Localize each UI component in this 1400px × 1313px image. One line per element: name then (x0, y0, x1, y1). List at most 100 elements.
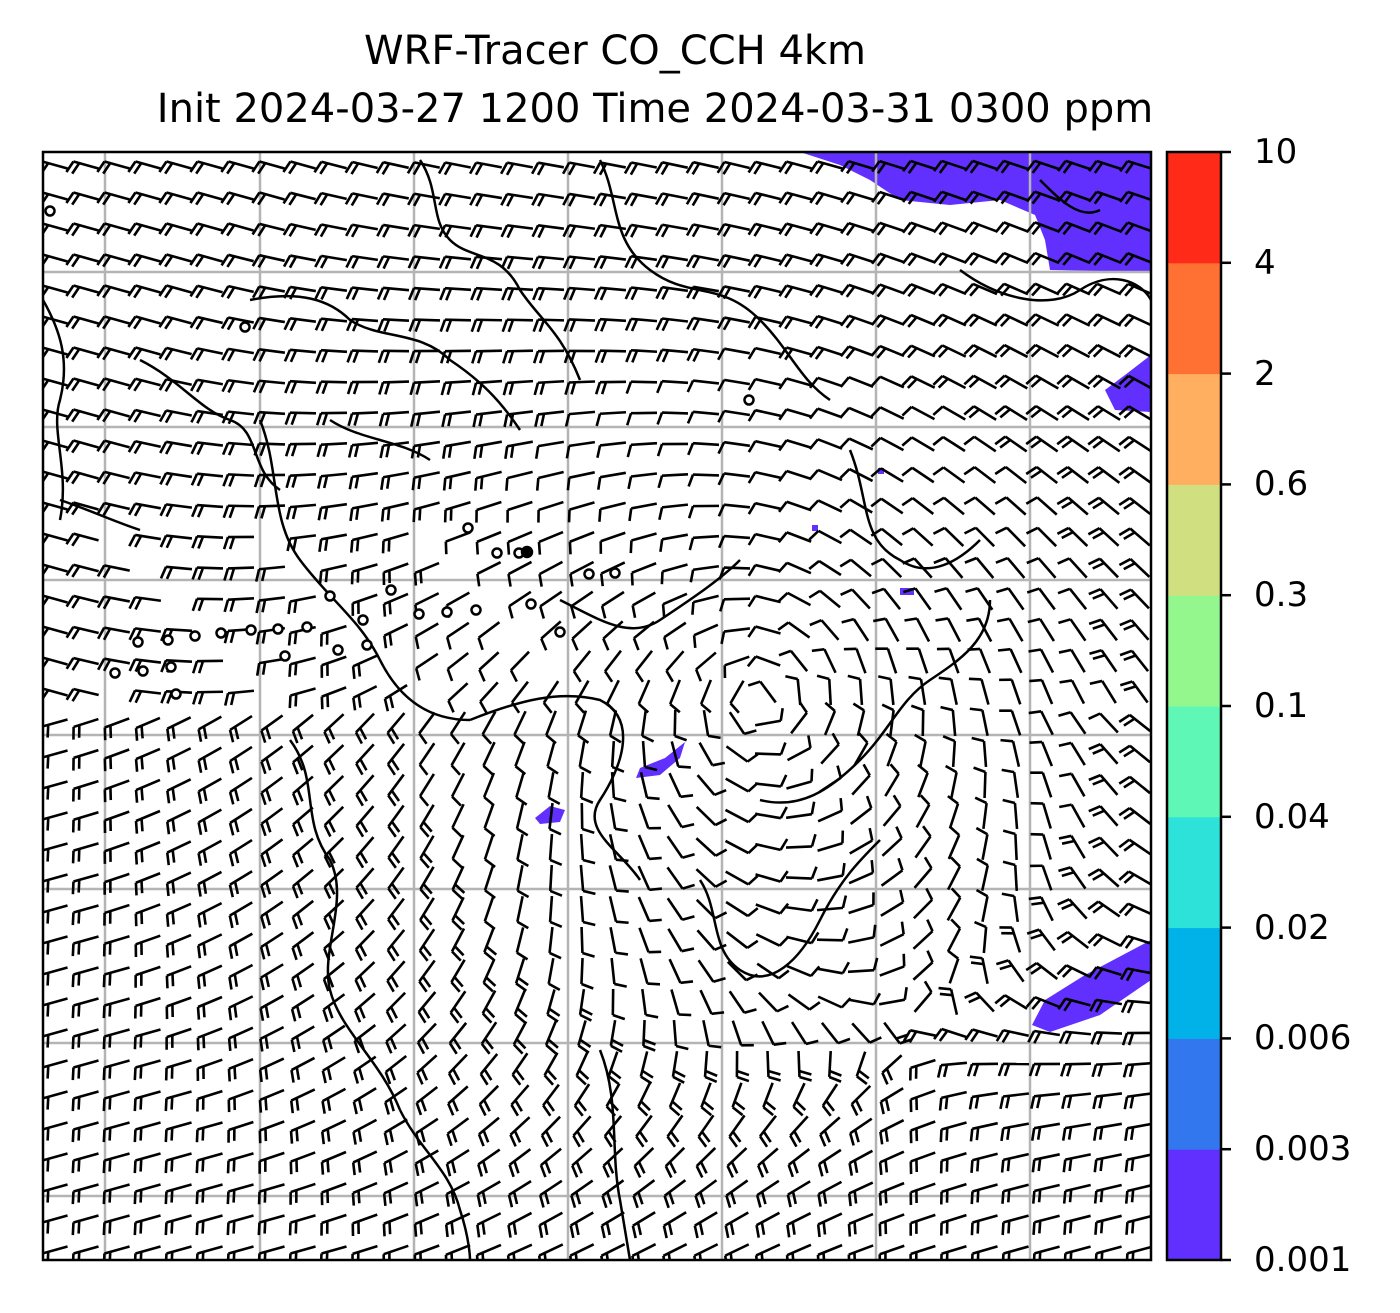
wind-barb (1056, 404, 1090, 422)
wind-barb (197, 777, 222, 805)
wind-barb (610, 771, 627, 803)
wind-barb (383, 1149, 409, 1176)
wind-barb (778, 408, 812, 421)
wind-barb (963, 344, 998, 358)
wind-barb (963, 282, 998, 297)
calm-marker (583, 568, 595, 580)
wind-barb (134, 934, 161, 958)
wind-barb (820, 1021, 851, 1045)
colorbar-segment (1167, 262, 1221, 375)
wind-barb (691, 594, 719, 615)
wind-barb (697, 959, 726, 983)
wind-barb (634, 649, 654, 683)
wind-barb (321, 1024, 346, 1053)
wind-barb (717, 347, 751, 361)
wind-barb (252, 316, 286, 331)
wind-barb (901, 466, 935, 484)
wind-barb (995, 556, 1026, 579)
wind-barb (871, 221, 905, 236)
wind-barb (351, 1213, 378, 1237)
wind-barb (43, 1028, 68, 1050)
wind-barb (353, 1024, 377, 1054)
colorbar-tick-label: 0.02 (1254, 907, 1330, 948)
wind-barb (880, 857, 904, 887)
wind-barb (994, 221, 1029, 236)
wind-barb (1118, 713, 1151, 733)
wind-barb (387, 835, 405, 869)
wind-barb (572, 650, 592, 683)
wind-barb (384, 1054, 408, 1085)
wind-barb (808, 438, 843, 450)
wind-barb (1025, 374, 1059, 390)
wind-barb (470, 286, 503, 301)
wind-barb (376, 255, 410, 270)
wind-barb (1118, 807, 1151, 825)
wind-barb (127, 346, 161, 361)
wind-barb (902, 587, 932, 611)
wind-barb (251, 253, 285, 269)
wind-barb (638, 927, 662, 954)
wind-barb (159, 565, 193, 580)
wind-barb (416, 1022, 437, 1055)
wind-barb (847, 1181, 874, 1207)
plume-speck-2 (878, 468, 884, 474)
wind-barb (1028, 710, 1054, 736)
wind-barb (385, 991, 407, 1024)
wind-barb (450, 959, 466, 993)
wind-barb (285, 473, 317, 489)
wind-barb (716, 254, 750, 269)
wind-barb (65, 625, 99, 640)
wind-barb (1025, 961, 1059, 980)
wind-barb (747, 346, 781, 360)
chart-title-line-2: Init 2024-03-27 1200 Time 2024-03-31 030… (156, 86, 1154, 132)
wind-barb (777, 531, 812, 543)
wind-barb (778, 438, 812, 452)
wind-barb (809, 376, 843, 389)
wind-barb (609, 802, 628, 833)
plume-northeast (800, 152, 1151, 272)
wind-barb (43, 1059, 68, 1081)
wind-barb (974, 920, 988, 954)
wind-barb (291, 713, 314, 744)
plume-speck-3 (812, 525, 818, 531)
wind-barb (259, 931, 284, 960)
wind-barb (376, 286, 410, 301)
wind-barb (1088, 587, 1119, 610)
wind-barb (191, 597, 224, 612)
wind-barb (849, 795, 873, 825)
wind-barb (128, 595, 162, 610)
wind-barb (409, 410, 441, 427)
wind-barb (933, 556, 964, 579)
wind-barb (1056, 313, 1091, 327)
wind-barb (164, 1183, 192, 1205)
wind-barb (134, 747, 161, 772)
wind-barb (915, 794, 931, 829)
wind-barb (566, 471, 595, 491)
wind-barb (386, 929, 406, 962)
wind-barb (726, 960, 759, 982)
wind-barb (1025, 251, 1060, 266)
wind-barb (222, 504, 255, 519)
wind-barb (639, 958, 661, 986)
wind-barb (577, 1020, 592, 1054)
wind-barb (65, 439, 99, 454)
wind-barb (595, 410, 627, 427)
wind-barb (96, 470, 130, 485)
wind-barb (253, 410, 286, 425)
wind-barb (191, 535, 224, 549)
wind-barb (449, 990, 467, 1024)
wind-barb (848, 1149, 874, 1176)
wind-barb (43, 408, 68, 422)
wind-barb (221, 378, 255, 393)
wind-barb (196, 964, 223, 990)
wind-barb (932, 344, 967, 358)
wind-barb (548, 802, 562, 836)
wind-barb (96, 284, 130, 299)
wind-barb (726, 1147, 748, 1178)
colorbar-segment (1167, 706, 1221, 818)
wind-barb (96, 408, 130, 423)
wind-barb (901, 252, 936, 267)
wind-barb (499, 161, 534, 176)
wind-barb (997, 647, 1023, 674)
wind-barb (43, 656, 68, 670)
